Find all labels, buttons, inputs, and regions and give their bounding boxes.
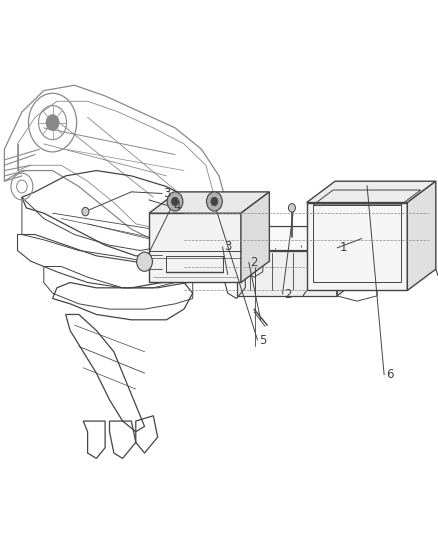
Text: 2: 2 bbox=[284, 288, 291, 301]
Circle shape bbox=[46, 115, 59, 131]
Circle shape bbox=[172, 197, 179, 206]
Polygon shape bbox=[149, 192, 269, 213]
Text: 5: 5 bbox=[259, 334, 267, 346]
Circle shape bbox=[137, 252, 152, 271]
Text: 3: 3 bbox=[224, 240, 232, 253]
Circle shape bbox=[207, 192, 222, 211]
Polygon shape bbox=[237, 227, 368, 251]
Polygon shape bbox=[407, 181, 436, 290]
Circle shape bbox=[82, 207, 89, 216]
Circle shape bbox=[211, 197, 218, 206]
Polygon shape bbox=[307, 203, 407, 290]
Polygon shape bbox=[241, 192, 269, 282]
Text: 3: 3 bbox=[163, 187, 171, 200]
Text: 1: 1 bbox=[339, 241, 347, 254]
Polygon shape bbox=[149, 213, 241, 282]
Text: 6: 6 bbox=[386, 368, 393, 381]
Circle shape bbox=[167, 192, 183, 211]
Circle shape bbox=[288, 204, 296, 212]
Polygon shape bbox=[337, 227, 368, 296]
Text: 4: 4 bbox=[173, 200, 181, 213]
Polygon shape bbox=[237, 251, 337, 296]
Polygon shape bbox=[307, 181, 436, 203]
Text: 2: 2 bbox=[251, 256, 258, 269]
